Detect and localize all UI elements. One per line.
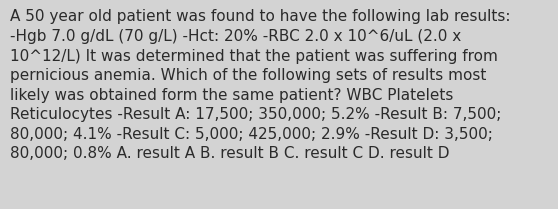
Text: A 50 year old patient was found to have the following lab results:
-Hgb 7.0 g/dL: A 50 year old patient was found to have … bbox=[10, 9, 511, 161]
